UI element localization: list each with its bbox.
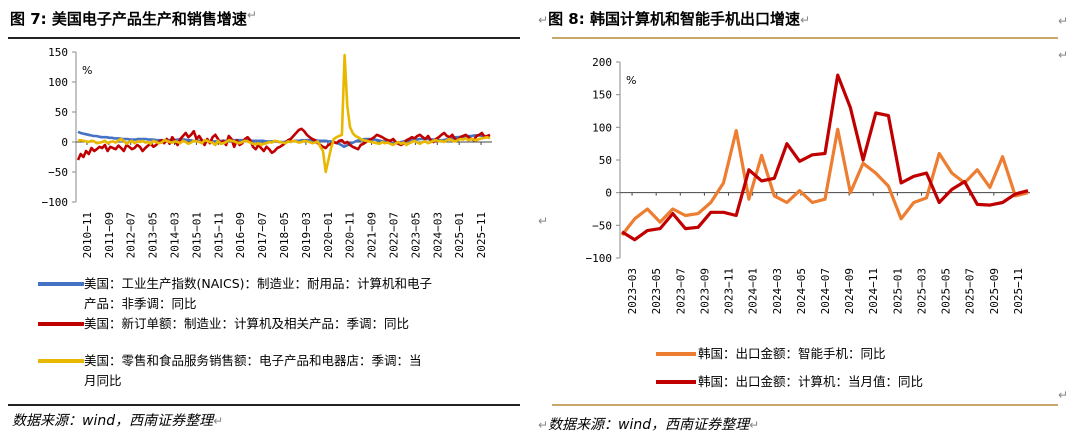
left-legend-label-1: 美国：工业生产指数(NAICS)：制造业：耐用品：计算机和电子: [84, 276, 433, 291]
right-xtick-label: 2023−09: [698, 268, 711, 314]
left-unit-label: %: [82, 64, 92, 77]
right-ytick-label: 100: [592, 121, 612, 134]
right-title-rule: [552, 37, 1058, 39]
left-ytick-label: 100: [48, 76, 68, 89]
left-title-return-mark: ↵: [246, 8, 257, 22]
left-legend-label-2: 美国：新订单额：制造业：计算机及相关产品：季调：同比: [84, 316, 410, 331]
left-xtick-label: 2025−01: [453, 212, 466, 258]
right-source-note: ↵数据来源：wind，西南证券整理↵: [538, 414, 759, 434]
right-xtick-label: 2024−09: [843, 268, 856, 314]
right-xtick-label: 2024−11: [867, 268, 880, 314]
left-source-text: 数据来源：wind，西南证券整理: [12, 413, 214, 429]
left-legend-swatch-1: [38, 282, 84, 286]
left-xtick-label: 2023−05: [409, 212, 422, 258]
right-xtick-label: 2025−11: [1012, 268, 1025, 314]
right-ytick-label: −100: [586, 252, 613, 265]
left-ytick-label: −100: [42, 196, 69, 209]
right-source-lead-mark: ↵: [538, 418, 549, 432]
left-xtick-label: 2021−09: [366, 212, 379, 258]
left-xtick-label: 2010−11: [81, 212, 94, 258]
left-series-line-3: [77, 53, 491, 174]
right-source-return-mark: ↵: [749, 418, 760, 432]
right-xtick-label: 2024−01: [747, 268, 760, 314]
left-xtick-label: 2025−11: [475, 212, 488, 258]
right-title-return-mark: ↵: [799, 13, 811, 27]
left-xtick-label: 2019−03: [300, 212, 313, 258]
right-xtick-label: 2025−01: [891, 268, 904, 314]
right-chart-title: ↵图 8: 韩国计算机和智能手机出口增速↵: [538, 8, 810, 29]
left-xtick-label: 2014−03: [169, 212, 182, 258]
right-xtick-label: 2024−07: [819, 268, 832, 314]
left-legend-swatch-3: [38, 359, 84, 363]
left-xtick-label: 2020−11: [344, 212, 357, 258]
right-title-lead-mark: ↵: [538, 13, 549, 27]
right-chart-edge-mark: ↵: [538, 214, 549, 228]
left-legend-label-1: 产品：非季调：同比: [84, 296, 197, 311]
right-chart: 200 150 100 50 0 −50 −100% 2023−03 2023−05 2023−0…: [586, 56, 1030, 314]
right-top-edge-mark-2: ↵: [1058, 48, 1069, 62]
left-xtick-label: 2022−07: [387, 212, 400, 258]
left-xtick-label: 2011−09: [103, 212, 116, 258]
right-xtick-label: 2025−09: [988, 268, 1001, 314]
right-xtick-label: 2025−03: [915, 268, 928, 314]
left-xtick-label: 2024−03: [431, 212, 444, 258]
right-legend-label-2: 韩国：出口金额：计算机：当月值：同比: [698, 374, 924, 389]
left-source-return-mark: ↵: [213, 414, 224, 428]
left-xtick-label: 2015−11: [212, 212, 225, 258]
left-xtick-label: 2020−01: [322, 212, 335, 258]
left-ytick-label: 150: [48, 46, 68, 59]
right-series-line-2: [621, 73, 1029, 242]
left-xtick-label: 2017−07: [256, 212, 269, 258]
right-xtick-label: 2025−05: [940, 268, 953, 314]
right-ytick-label: 200: [592, 56, 612, 69]
left-xtick-label: 2016−09: [234, 212, 247, 258]
right-xtick-label: 2023−05: [650, 268, 663, 314]
right-top-edge-mark: ↵: [1058, 14, 1069, 28]
left-title-rule: [8, 37, 520, 39]
left-bottom-rule: [8, 404, 520, 406]
right-ytick-label: 0: [605, 187, 612, 200]
right-source-text: 数据来源：wind，西南证券整理: [548, 417, 750, 433]
right-xtick-label: 2024−05: [795, 268, 808, 314]
right-legend-label-1: 韩国：出口金额：智能手机：同比: [698, 346, 886, 361]
left-chart-title: 图 7: 美国电子产品生产和销售增速 ↵: [10, 8, 257, 29]
right-unit-label: %: [626, 74, 636, 87]
left-ytick-label: 0: [61, 136, 68, 149]
left-source-note: 数据来源：wind，西南证券整理↵: [12, 410, 223, 430]
right-chart-title-text: 图 8: 韩国计算机和智能手机出口增速: [548, 10, 800, 28]
right-series-line-1: [620, 127, 1029, 237]
right-ytick-label: −50: [592, 219, 612, 232]
right-xtick-label: 2023−03: [626, 268, 639, 314]
left-chart: 150 100 50 0 −50 −100% 2010−11 2011−09 2012−07 20…: [42, 46, 492, 258]
left-ytick-label: −50: [48, 166, 68, 179]
right-xtick-label: 2025−07: [964, 268, 977, 314]
right-ytick-label: 50: [599, 154, 612, 167]
left-chart-title-text: 图 7: 美国电子产品生产和销售增速: [10, 10, 247, 28]
left-xtick-label: 2018−05: [278, 212, 291, 258]
left-xtick-label: 2013−05: [147, 212, 160, 258]
right-xtick-label: 2024−03: [771, 268, 784, 314]
right-legend-swatch-1: [656, 352, 696, 356]
right-xtick-label: 2023−07: [674, 268, 687, 314]
right-legend-swatch-2: [656, 380, 696, 384]
right-xtick-label: 2023−11: [723, 268, 736, 314]
left-xtick-label: 2012−07: [125, 212, 138, 258]
left-legend-label-3: 美国：零售和食品服务销售额：电子产品和电器店：季调：当: [84, 353, 422, 368]
right-bottom-rule: [552, 404, 1058, 406]
right-mid-edge-mark: ↵: [1058, 388, 1069, 402]
left-legend-label-3: 月同比: [84, 373, 122, 388]
right-ytick-label: 150: [592, 89, 612, 102]
left-legend-swatch-2: [38, 322, 84, 326]
left-ytick-label: 50: [55, 106, 68, 119]
left-xtick-label: 2015−01: [190, 212, 203, 258]
